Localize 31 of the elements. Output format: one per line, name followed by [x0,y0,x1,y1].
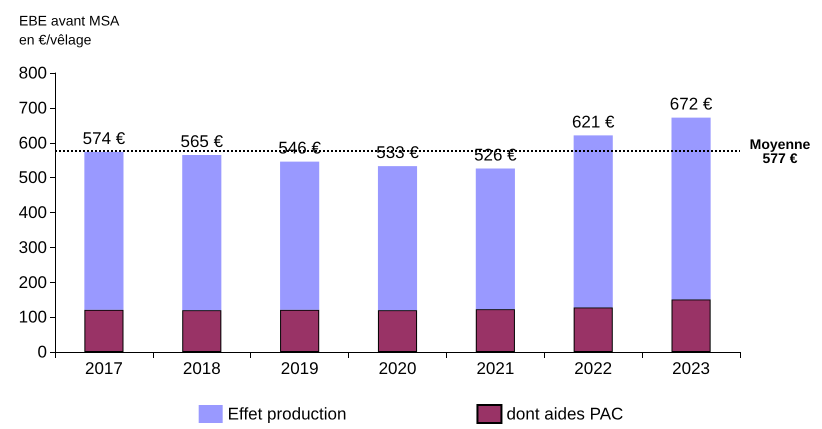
bar [182,154,222,310]
y-tick-label: 400 [18,203,47,222]
total-label: 565 € [180,132,224,151]
bar [574,135,613,308]
x-tick-label: 2021 [476,359,514,378]
x-tick-label: 2019 [280,359,319,378]
x-tick-label: 2023 [672,359,710,378]
y-tick-label: 700 [18,98,47,118]
total-label: 621 € [572,112,616,132]
bar [672,118,711,300]
bar [84,152,124,310]
y-tick-label: 100 [18,308,47,327]
bar [476,168,515,310]
y-tick-label: 0 [38,342,47,362]
bar [280,162,320,310]
bar [378,166,418,310]
x-tick-label: 2018 [182,359,221,378]
x-tick-label: 2017 [85,359,123,378]
legend-label: dont aides PAC [506,404,624,424]
y-tick-label: 600 [18,133,47,152]
y-tick-label: 800 [18,64,47,82]
y-tick-label: 200 [18,272,47,292]
y-tick-label: 500 [18,168,47,188]
x-tick-label: 2022 [574,359,612,378]
total-label: 574 € [82,128,126,148]
y-axis-title: EBE avant MSA en €/vêlage [19,12,120,48]
ref-line-label: Moyenne 577 € [750,136,811,166]
total-label: 672 € [670,94,713,114]
y-tick-label: 300 [18,238,47,257]
legend-label: Effet production [228,404,346,424]
x-tick-label: 2020 [378,359,416,378]
